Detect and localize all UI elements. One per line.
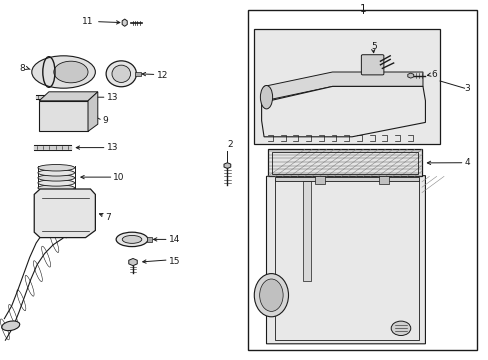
Text: 4: 4 — [464, 158, 469, 167]
Text: 13: 13 — [106, 143, 118, 152]
Ellipse shape — [54, 61, 88, 83]
Polygon shape — [88, 92, 98, 131]
Ellipse shape — [259, 279, 283, 311]
FancyBboxPatch shape — [361, 55, 383, 75]
Polygon shape — [261, 86, 425, 137]
Bar — [274, 180, 418, 340]
Bar — [254, 29, 439, 144]
Polygon shape — [128, 258, 137, 266]
Ellipse shape — [38, 170, 74, 176]
Text: 6: 6 — [430, 70, 436, 79]
Ellipse shape — [38, 185, 74, 191]
Polygon shape — [122, 19, 127, 26]
Text: 10: 10 — [113, 173, 125, 182]
Text: 11: 11 — [82, 17, 94, 26]
Text: 1: 1 — [359, 4, 366, 14]
Polygon shape — [224, 163, 230, 168]
Ellipse shape — [254, 274, 288, 317]
Ellipse shape — [38, 180, 74, 186]
Polygon shape — [303, 181, 310, 281]
Text: 9: 9 — [102, 116, 108, 125]
Ellipse shape — [112, 65, 130, 82]
Bar — [378, 176, 388, 184]
Polygon shape — [407, 73, 413, 78]
Text: 7: 7 — [105, 213, 111, 222]
Polygon shape — [34, 189, 95, 238]
Ellipse shape — [122, 235, 142, 243]
Text: 12: 12 — [156, 71, 167, 80]
Ellipse shape — [260, 86, 272, 109]
Ellipse shape — [116, 232, 148, 247]
Bar — [267, 149, 421, 176]
Text: 8: 8 — [20, 64, 25, 73]
Polygon shape — [266, 176, 425, 344]
Ellipse shape — [38, 165, 74, 171]
Bar — [146, 237, 151, 242]
Ellipse shape — [38, 175, 74, 181]
Text: 2: 2 — [226, 140, 232, 149]
Text: 13: 13 — [106, 93, 118, 102]
Ellipse shape — [106, 61, 136, 87]
Text: 15: 15 — [168, 256, 180, 266]
Text: 5: 5 — [371, 42, 377, 51]
Bar — [274, 177, 418, 181]
Bar — [39, 101, 88, 131]
Bar — [315, 176, 325, 184]
Text: 3: 3 — [464, 84, 469, 93]
Polygon shape — [39, 92, 98, 101]
Ellipse shape — [2, 321, 20, 330]
Bar — [248, 10, 476, 350]
Polygon shape — [264, 72, 422, 101]
Circle shape — [390, 321, 410, 336]
Text: 14: 14 — [168, 235, 180, 244]
Ellipse shape — [32, 56, 95, 88]
Bar — [271, 152, 417, 174]
Bar — [135, 72, 141, 76]
